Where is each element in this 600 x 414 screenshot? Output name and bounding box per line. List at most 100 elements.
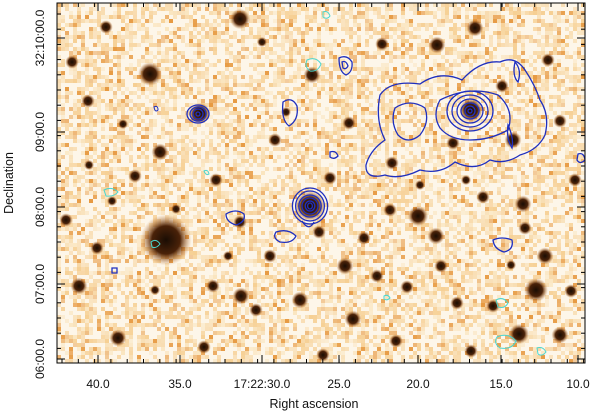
radio-contour [492,237,513,253]
optical-source [323,171,337,185]
radio-contour [304,200,316,212]
radio-contour [365,59,548,178]
axis-ticks [57,3,585,363]
x-axis-title: Right ascension [270,397,359,411]
optical-source [541,53,555,67]
optical-source [151,143,169,161]
optical-source [344,310,362,328]
radio-contour [301,220,315,228]
radio-contour [451,94,489,128]
radio-contours [103,11,585,356]
radio-contour [460,102,480,120]
optical-source [414,179,426,191]
radio-contour [306,202,314,210]
optical-source [370,269,384,283]
optical-source [342,116,356,130]
optical-source [222,250,234,262]
optical-source [383,203,397,217]
optical-source [400,280,414,294]
radio-contour [225,210,245,226]
radio-contour [341,60,349,70]
optical-source [518,221,532,235]
radio-contour [150,239,161,249]
optical-source [460,174,472,186]
optical-source [375,37,389,51]
radio-contour [495,334,517,349]
optical-source [209,173,223,187]
y-tick-label: 07:00.0 [33,264,47,304]
radio-contour [456,98,484,124]
y-axis-labels: 06:00.0 07:00.0 08:00.0 09:00.0 32:10:00… [2,9,47,379]
optical-source [140,214,192,266]
optical-source [495,79,509,93]
y-tick-label: 06:00.0 [33,339,47,379]
y-tick-label: 08:00.0 [33,187,47,227]
optical-source [508,323,530,345]
optical-source [551,326,569,344]
radio-contour [153,105,159,112]
optical-source [229,8,251,30]
radio-contour [495,298,509,308]
radio-contour [301,197,319,215]
radio-contour [305,58,322,72]
optical-source [109,329,127,347]
optical-source [138,62,162,86]
optical-source [446,136,460,150]
radio-contour [536,347,547,356]
x-tick-label: 10.0 [566,377,590,391]
optical-source [514,195,532,213]
radio-contour [186,104,210,124]
optical-source [476,190,490,204]
radio-contour [274,230,297,244]
radio-contour [392,102,428,141]
radio-contour [111,267,118,274]
radio-contour [281,99,298,127]
y-axis-title: Declination [2,152,16,214]
x-tick-label: 17:22:30.0 [234,377,291,391]
optical-source [316,348,330,362]
optical-source [291,291,309,309]
optical-source [357,231,371,245]
x-tick-label: 20.0 [406,377,430,391]
optical-source [568,173,582,187]
radio-contour [329,150,339,159]
optical-source [536,247,554,265]
radio-contour [291,187,329,225]
radio-contour [435,90,511,141]
x-tick-label: 15.0 [489,377,513,391]
optical-source [106,195,118,207]
x-tick-label: 25.0 [327,377,351,391]
radio-contour [103,187,119,197]
optical-source [117,118,129,130]
optical-source [268,133,282,147]
optical-source [450,296,464,310]
radio-contour [513,60,521,84]
panel-frame [56,2,586,364]
optical-source [197,340,211,354]
optical-source [232,287,250,305]
radio-contour [322,11,331,19]
optical-source [553,114,567,128]
image-panel [56,2,586,364]
optical-source [70,277,88,295]
optical-source [312,225,326,239]
radio-contour [383,294,391,301]
radio-contour [338,56,353,76]
radio-contour [464,105,476,117]
optical-source [389,334,403,348]
radio-contour [467,108,473,114]
optical-source [99,20,113,34]
x-axis-labels: 40.0 35.0 17:22:30.0 25.0 20.0 15.0 10.0… [86,377,590,411]
optical-source [83,159,95,171]
radio-contour [506,122,514,150]
optical-source [427,227,445,245]
radio-contour [189,106,207,122]
optical-source [505,259,517,271]
optical-source [434,259,448,273]
optical-source [81,94,95,108]
optical-source [149,284,161,296]
optical-source [263,249,277,263]
y-tick-label: 32:10:00.0 [33,9,47,66]
optical-source [428,36,446,54]
optical-source [564,284,578,298]
